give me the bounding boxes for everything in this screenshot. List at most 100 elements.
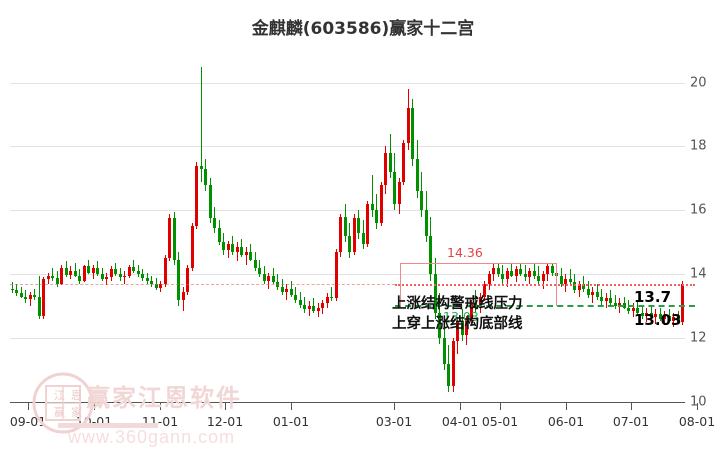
x-axis-tick-label: 11-01 bbox=[141, 414, 179, 429]
candle-body bbox=[429, 235, 433, 275]
candle-body bbox=[370, 203, 374, 211]
candle-body bbox=[559, 275, 563, 284]
candle-body bbox=[460, 322, 464, 335]
candle-body bbox=[33, 294, 37, 298]
x-axis-tick-label: 06-01 bbox=[547, 414, 585, 429]
candle-body bbox=[280, 287, 284, 292]
candle-body bbox=[316, 307, 320, 311]
candle-body bbox=[163, 258, 167, 284]
candle-wick bbox=[569, 269, 571, 286]
x-axis-tick-label: 05-01 bbox=[481, 414, 519, 429]
candle-wick bbox=[119, 267, 121, 281]
resistance-line-left bbox=[10, 283, 395, 285]
candle-body bbox=[645, 312, 649, 316]
x-axis-tick-mark bbox=[291, 403, 292, 410]
x-axis-tick-mark bbox=[28, 403, 29, 410]
candle-body bbox=[667, 315, 671, 321]
candle-body bbox=[384, 152, 388, 185]
candle-wick bbox=[281, 279, 283, 295]
candle-body bbox=[154, 283, 158, 288]
peak-bracket bbox=[400, 262, 557, 307]
candle-body bbox=[73, 271, 77, 276]
candle-wick bbox=[106, 272, 108, 286]
candle-body bbox=[573, 282, 577, 291]
plot-area[interactable] bbox=[10, 57, 695, 402]
candle-body bbox=[60, 267, 64, 284]
x-axis-tick-label: 09-01 bbox=[9, 414, 47, 429]
candle-body bbox=[10, 288, 14, 291]
candle-body bbox=[145, 278, 149, 282]
support-line bbox=[395, 305, 695, 308]
candle-body bbox=[510, 271, 514, 276]
candle-body bbox=[150, 281, 154, 284]
support-price-label: 13.03 bbox=[634, 311, 682, 329]
candle-body bbox=[586, 288, 590, 295]
candle-body bbox=[127, 267, 131, 276]
candle-wick bbox=[74, 263, 76, 278]
candle-body bbox=[420, 191, 424, 211]
candle-body bbox=[303, 304, 307, 310]
candle-body bbox=[123, 275, 127, 278]
candle-body bbox=[546, 266, 550, 275]
x-axis-tick-label: 08-01 bbox=[678, 414, 716, 429]
candle-body bbox=[649, 312, 653, 318]
candle-body bbox=[96, 267, 100, 275]
candle-wick bbox=[668, 309, 670, 323]
candle-body bbox=[28, 294, 32, 300]
x-axis-tick-mark bbox=[500, 403, 501, 410]
y-axis-tick-label: 12 bbox=[690, 330, 707, 346]
x-axis-tick-label: 03-01 bbox=[375, 414, 413, 429]
candle-body bbox=[168, 218, 172, 259]
candle-body bbox=[330, 296, 334, 299]
candle-body bbox=[582, 283, 586, 289]
candle-body bbox=[595, 291, 599, 297]
y-axis-tick-label: 20 bbox=[690, 75, 707, 91]
candle-wick bbox=[524, 264, 526, 281]
candle-body bbox=[132, 267, 136, 272]
candle-body bbox=[105, 277, 109, 279]
candle-wick bbox=[650, 306, 652, 319]
candle-body bbox=[402, 143, 406, 182]
candle-body bbox=[249, 251, 253, 260]
candle-body bbox=[604, 298, 608, 302]
candle-body bbox=[469, 302, 473, 319]
candle-body bbox=[91, 267, 95, 273]
candle-body bbox=[406, 108, 410, 144]
candle-body bbox=[366, 203, 370, 244]
candle-body bbox=[492, 267, 496, 275]
candle-body bbox=[519, 269, 523, 275]
y-axis-tick-label: 16 bbox=[690, 202, 707, 218]
candle-wick bbox=[502, 264, 504, 284]
candle-body bbox=[541, 274, 545, 281]
candle-body bbox=[244, 251, 248, 256]
candle-body bbox=[451, 341, 455, 387]
candle-body bbox=[613, 302, 617, 307]
candle-body bbox=[24, 296, 28, 300]
resistance-annotation: 上涨结构警戒线压力 bbox=[392, 296, 523, 312]
candle-body bbox=[334, 251, 338, 299]
candle-body bbox=[361, 232, 365, 244]
candle-body bbox=[100, 274, 104, 279]
candle-body bbox=[141, 274, 145, 279]
x-axis-tick-label: 07-01 bbox=[612, 414, 650, 429]
candle-body bbox=[217, 227, 221, 243]
candle-wick bbox=[52, 267, 54, 281]
candle-body bbox=[397, 181, 401, 204]
candle-body bbox=[438, 312, 442, 339]
candle-body bbox=[267, 275, 271, 281]
candle-body bbox=[118, 274, 122, 278]
candle-body bbox=[64, 267, 68, 275]
x-axis-tick-label: 10-01 bbox=[75, 414, 113, 429]
candle-wick bbox=[641, 304, 643, 319]
candle-body bbox=[348, 235, 352, 252]
candle-wick bbox=[20, 287, 22, 299]
candle-body bbox=[46, 275, 50, 279]
candle-wick bbox=[133, 259, 135, 273]
svg-text:赢: 赢 bbox=[54, 405, 65, 419]
candle-wick bbox=[286, 283, 288, 300]
candle-body bbox=[532, 271, 536, 276]
candle-body bbox=[523, 274, 527, 278]
candle-body bbox=[618, 302, 622, 307]
candle-body bbox=[159, 283, 163, 288]
candle-body bbox=[636, 307, 640, 313]
